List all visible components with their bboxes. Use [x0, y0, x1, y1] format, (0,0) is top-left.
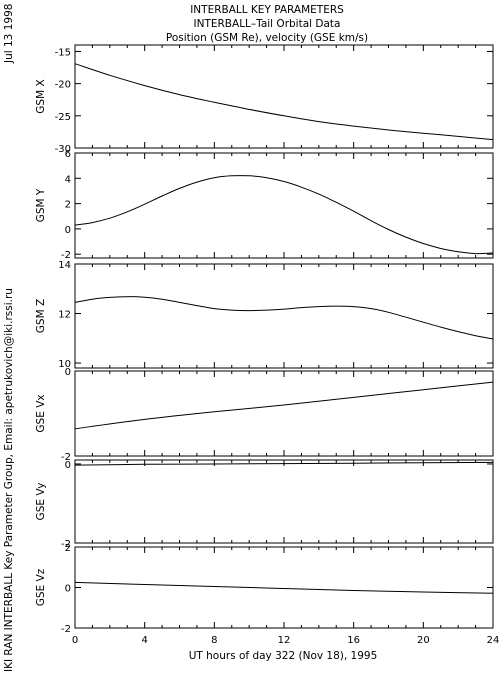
- x-tick-label: 12: [278, 635, 291, 646]
- x-tick-label: 24: [487, 635, 500, 646]
- y-tick-label: -2: [61, 250, 71, 261]
- title-line-1: INTERBALL KEY PARAMETERS: [190, 4, 344, 16]
- series-line: [74, 581, 494, 594]
- panel-frame: [74, 546, 494, 629]
- y-axis-label: GSM Z: [35, 299, 47, 333]
- y-axis-label: GSM Y: [35, 188, 47, 222]
- series-line: [74, 296, 494, 340]
- y-axis-label: GSE Vx: [35, 394, 47, 432]
- y-tick-label: 0: [65, 367, 71, 378]
- x-axis-label: UT hours of day 322 (Nov 18), 1995: [189, 650, 378, 662]
- panel-frame: [74, 370, 494, 457]
- x-tick-label: 4: [141, 635, 147, 646]
- y-tick-label: 2: [65, 543, 71, 554]
- y-axis-label: GSM X: [35, 79, 47, 113]
- panel-frame: [74, 459, 494, 544]
- y-axis-label: GSE Vy: [35, 483, 47, 521]
- y-tick-label: -15: [55, 47, 71, 58]
- panel-frame: [74, 263, 494, 369]
- series-line: [74, 461, 494, 466]
- y-tick-label: -20: [55, 80, 71, 91]
- series-line: [74, 175, 494, 255]
- y-tick-label: 12: [58, 310, 71, 321]
- panel-frame: [74, 44, 494, 149]
- series-line: [74, 381, 494, 430]
- y-tick-label: 14: [58, 260, 71, 271]
- y-tick-label: -30: [55, 144, 71, 155]
- title-line-3: Position (GSM Re), velocity (GSE km/s): [166, 32, 368, 44]
- panel-3: 14 12 10 GSM Z: [35, 260, 494, 370]
- panel-4: 0 -2 GSE Vx: [35, 367, 494, 463]
- panel-1: -15 -20 -25 -30 GSM X: [35, 44, 494, 155]
- x-tick-label: 16: [347, 635, 360, 646]
- y-tick-label: 0: [65, 584, 71, 595]
- y-tick-label: -2: [61, 539, 71, 550]
- panel-frame: [74, 152, 494, 259]
- y-tick-label: 0: [65, 460, 71, 471]
- y-tick-label: 6: [65, 149, 71, 160]
- date-stamp: Jul 13 1998: [3, 4, 15, 64]
- panel-2: 6 4 2 0 -2 GSM Y: [35, 149, 494, 261]
- x-tick-label: 0: [72, 635, 78, 646]
- y-axis-label: GSE Vz: [35, 568, 47, 606]
- y-tick-label: -2: [61, 452, 71, 463]
- y-tick-label: 10: [58, 359, 71, 370]
- y-tick-label: 4: [65, 174, 71, 185]
- title-line-2: INTERBALL–Tail Orbital Data: [194, 18, 341, 30]
- series-line: [74, 63, 494, 141]
- y-tick-label: -2: [61, 624, 71, 635]
- y-tick-label: -25: [55, 112, 71, 123]
- y-tick-label: 0: [65, 225, 71, 236]
- y-tick-label: 2: [65, 200, 71, 211]
- x-tick-label: 20: [417, 635, 430, 646]
- x-tick-label: 8: [211, 635, 217, 646]
- panel-5: 0 -2 GSE Vy: [35, 459, 494, 550]
- credit-text: IKI RAN INTERBALL Key Parameter Group, E…: [3, 288, 15, 672]
